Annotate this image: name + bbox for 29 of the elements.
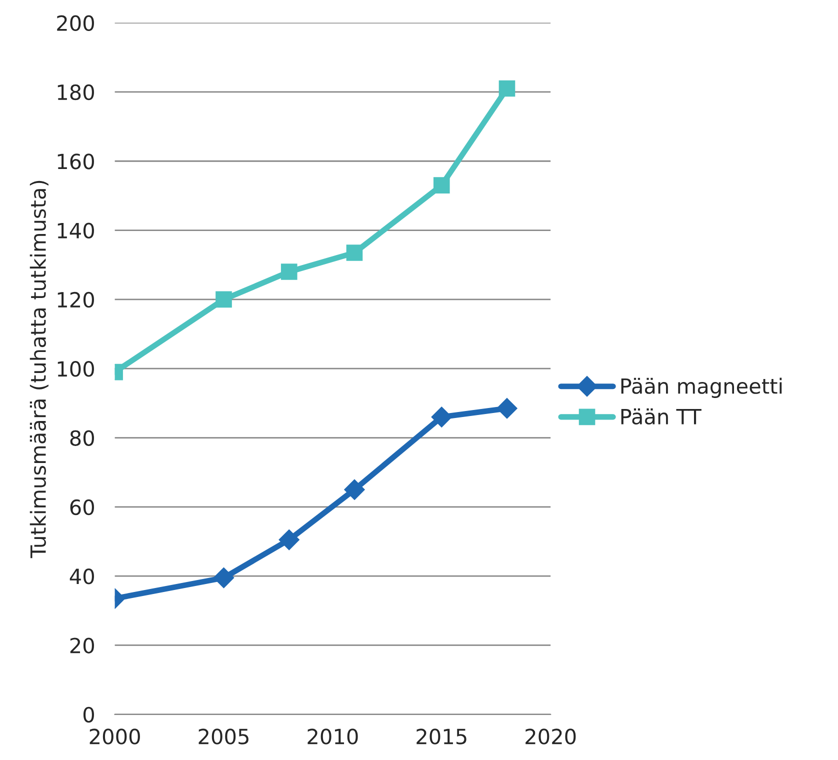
y-tick-label: 0 <box>83 706 94 723</box>
x-tick-label: 2010 <box>308 728 358 744</box>
point <box>280 264 298 280</box>
point <box>498 80 516 97</box>
point <box>344 479 365 500</box>
legend-label: Pään magneetti <box>621 378 782 398</box>
point <box>216 291 232 308</box>
point <box>278 529 300 550</box>
point <box>496 398 518 419</box>
y-axis-title: Tutkimusmäärä (tuhatta tutkimusta) <box>30 180 48 558</box>
y-tick-label: 180 <box>58 84 94 100</box>
point <box>213 567 234 588</box>
y-tick-label: 120 <box>58 292 94 308</box>
legend-label: Pään TT <box>621 408 702 425</box>
y-tick-label: 100 <box>58 361 94 377</box>
x-tick-label: 2000 <box>90 728 140 744</box>
y-tick-label: 140 <box>58 222 94 238</box>
y-tick-label: 160 <box>58 154 94 170</box>
y-tick-label: 40 <box>70 568 94 584</box>
point <box>431 406 452 428</box>
point <box>346 244 363 261</box>
y-tick-label: 80 <box>70 430 94 446</box>
x-tick-label: 2015 <box>416 728 466 744</box>
x-tick-label: 2005 <box>198 728 248 744</box>
point <box>433 177 450 194</box>
x-tick-label: 2020 <box>526 728 576 744</box>
y-tick-label: 20 <box>70 638 94 654</box>
y-tick-label: 200 <box>57 15 94 32</box>
y-tick-label: 60 <box>70 499 94 516</box>
